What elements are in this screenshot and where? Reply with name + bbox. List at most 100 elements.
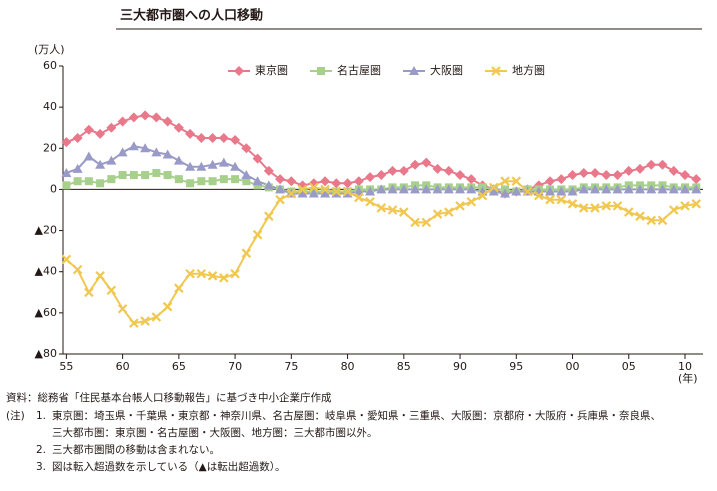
marker (140, 110, 151, 121)
marker (117, 116, 128, 127)
marker (365, 196, 375, 207)
marker (72, 163, 83, 173)
marker (252, 153, 263, 164)
marker (61, 254, 72, 265)
marker (174, 283, 184, 293)
marker (489, 182, 499, 193)
marker (129, 171, 138, 180)
marker (432, 163, 443, 174)
marker (234, 66, 244, 76)
marker (286, 188, 297, 199)
marker (275, 174, 286, 185)
marker (455, 184, 466, 194)
marker (129, 318, 139, 328)
marker (83, 124, 94, 135)
legend-label: 名古屋圏 (337, 63, 381, 77)
marker (387, 184, 398, 194)
marker (646, 159, 657, 170)
marker (466, 196, 477, 207)
marker (601, 170, 612, 181)
marker (196, 133, 207, 143)
marker (241, 170, 252, 180)
marker (612, 184, 623, 194)
y-tick-label: ▲40 (35, 265, 57, 278)
marker (151, 112, 162, 123)
marker (353, 186, 364, 196)
marker (263, 165, 274, 176)
marker (252, 229, 263, 240)
marker (61, 137, 72, 148)
note-number: 3. (36, 461, 46, 473)
marker (522, 186, 533, 197)
marker (163, 171, 172, 180)
marker (410, 217, 420, 228)
marker (73, 177, 82, 186)
marker (578, 184, 589, 194)
marker (590, 203, 600, 213)
marker (590, 167, 601, 178)
y-tick-label: 40 (43, 100, 57, 113)
source: 資料：総務省「住民基本台帳人口移動報告」に基づき中小企業庁作成 (6, 391, 332, 404)
marker (545, 176, 556, 187)
marker (443, 184, 454, 194)
marker (691, 199, 702, 209)
marker (230, 268, 240, 279)
marker (84, 177, 93, 186)
marker (365, 186, 376, 196)
marker (601, 201, 612, 211)
marker (297, 184, 308, 195)
marker (185, 161, 196, 171)
marker (185, 268, 195, 279)
chart-title: 三大都市圏への人口移動 (120, 8, 263, 24)
marker (140, 316, 150, 326)
marker (185, 128, 196, 139)
marker (387, 205, 398, 215)
note-text: 三大都市圏：東京圏・名古屋圏・大阪圏、地方圏：三大都市圏以外。 (52, 426, 378, 439)
marker (275, 184, 286, 194)
marker (500, 176, 510, 186)
marker (219, 273, 229, 283)
x-tick-label: 70 (228, 360, 242, 373)
x-tick-label: 75 (284, 360, 298, 373)
marker (72, 133, 83, 143)
marker (421, 217, 432, 228)
marker (62, 181, 71, 190)
marker (443, 165, 454, 176)
note-number: 1. (36, 410, 46, 422)
marker (320, 184, 330, 195)
marker (657, 184, 668, 194)
marker (466, 184, 477, 194)
marker (432, 209, 443, 219)
marker (399, 207, 409, 217)
marker (623, 207, 634, 217)
marker (118, 171, 127, 180)
marker (590, 184, 601, 194)
marker (491, 66, 501, 76)
marker (511, 186, 522, 196)
marker (691, 184, 702, 194)
marker (511, 176, 522, 186)
marker (556, 174, 567, 185)
marker (455, 170, 466, 181)
marker (317, 67, 325, 75)
marker (320, 188, 331, 198)
marker (477, 190, 488, 201)
y-tick-label: 60 (43, 59, 57, 72)
marker (230, 161, 241, 171)
marker (162, 116, 173, 127)
x-tick-label: 80 (341, 360, 355, 373)
marker (308, 188, 319, 198)
legend-label: 東京圏 (255, 63, 288, 77)
legend-label: 地方圏 (512, 63, 545, 77)
marker (354, 192, 364, 203)
marker (117, 303, 128, 314)
x-tick-label: 00 (566, 360, 580, 373)
marker (218, 133, 229, 143)
marker (567, 199, 578, 209)
marker (387, 165, 398, 176)
x-tick-label: 95 (509, 360, 523, 373)
marker (668, 205, 679, 215)
marker (84, 287, 94, 298)
marker (421, 184, 432, 194)
marker (320, 176, 331, 187)
